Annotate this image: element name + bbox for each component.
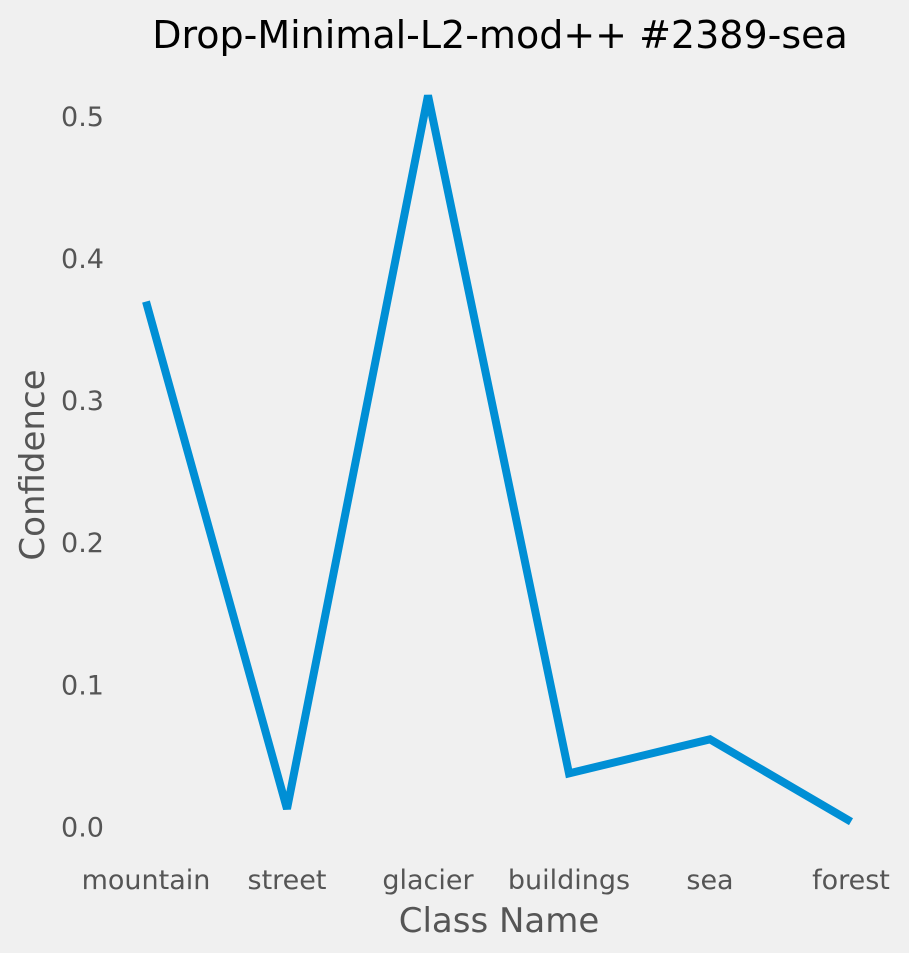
x-axis-ticks: mountain street glacier buildings sea forest [82,865,890,896]
y-tick-label: 0.1 [61,670,104,701]
y-tick-label: 0.3 [61,386,104,417]
series-line [142,94,854,826]
chart-title: Drop-Minimal-L2-mod++ #2389-sea [152,13,848,57]
y-tick-label: 0.4 [61,244,104,275]
y-tick-label: 0.2 [61,528,104,559]
x-tick-label: buildings [508,865,630,896]
x-tick-label: forest [812,865,890,896]
x-tick-label: street [248,865,327,896]
y-tick-label: 0.5 [61,102,104,133]
y-tick-label: 0.0 [61,812,104,843]
y-axis-ticks: 0.0 0.1 0.2 0.3 0.4 0.5 [61,102,104,844]
x-axis-label: Class Name [399,901,600,941]
x-tick-label: mountain [82,865,211,896]
x-tick-label: glacier [382,865,474,896]
y-axis-label: Confidence [13,369,53,560]
x-tick-label: sea [686,865,733,896]
